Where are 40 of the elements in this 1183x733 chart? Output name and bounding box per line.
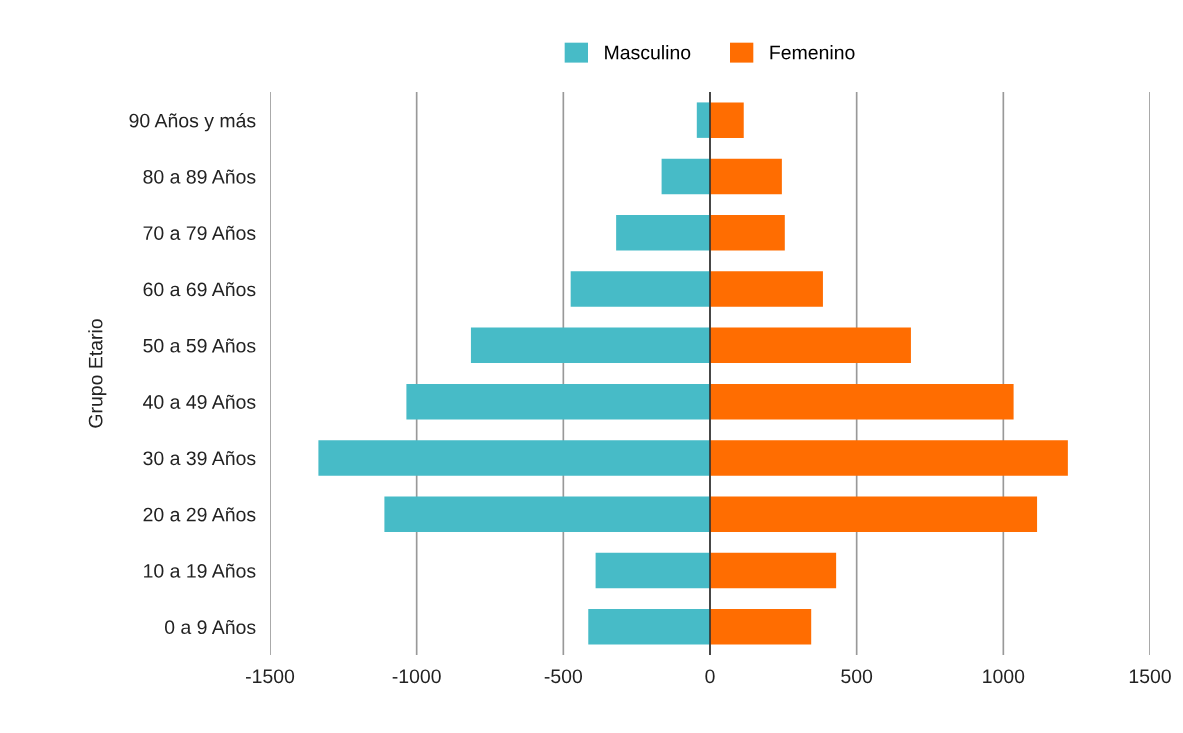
bar [710, 102, 744, 138]
bar [696, 102, 710, 138]
x-tick-label: -1500 [246, 669, 295, 684]
y-tick-label: 20 a 29 Años [143, 507, 256, 522]
y-tick-label: 50 a 59 Años [143, 338, 256, 353]
x-tick-label: -1000 [392, 669, 441, 684]
x-tick-label: -500 [544, 669, 583, 684]
bar [710, 158, 782, 195]
bar [710, 440, 1068, 476]
bar [710, 609, 812, 645]
bar [661, 158, 710, 195]
y-tick-label: 90 Años y más [129, 112, 256, 132]
bar [406, 383, 710, 420]
bar [588, 609, 710, 645]
y-tick-label: 60 a 69 Años [143, 282, 256, 297]
bar [710, 496, 1038, 532]
bar [384, 496, 710, 532]
bar [710, 271, 823, 307]
bar [710, 383, 1014, 420]
x-tick-label: 0 [705, 669, 715, 684]
bar [710, 552, 837, 589]
bar [595, 552, 710, 589]
y-tick-label: 0 a 9 Años [164, 619, 256, 635]
x-tick-label: 1000 [983, 669, 1025, 684]
bar [318, 440, 710, 476]
legend-label: Femenino [770, 45, 855, 60]
bar [616, 215, 710, 251]
bar [470, 327, 710, 364]
legend-label: Masculino [605, 45, 691, 60]
x-tick-label: 500 [841, 669, 873, 684]
bar [710, 215, 785, 251]
y-tick-label: 40 a 49 Años [143, 394, 256, 409]
y-axis-title: Grupo Etario [88, 319, 107, 428]
bar [710, 327, 911, 364]
y-tick-label: 10 a 19 Años [144, 563, 256, 578]
bar [570, 271, 710, 307]
y-tick-label: 80 a 89 Años [143, 169, 256, 184]
x-tick-label: 1500 [1129, 669, 1171, 684]
y-tick-label: 30 a 39 Años [143, 451, 256, 466]
y-tick-label: 70 a 79 Años [143, 225, 256, 240]
